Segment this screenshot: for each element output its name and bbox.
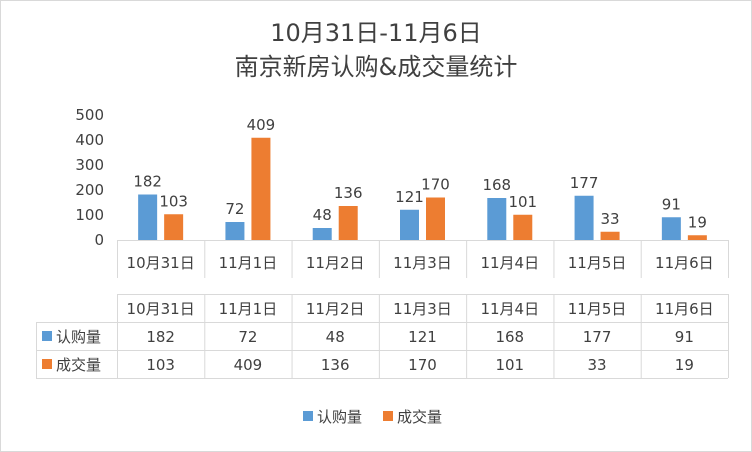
data-label-deal-0: 103	[159, 192, 188, 210]
x-tick-label-0: 10月31日	[127, 254, 195, 272]
bar-deal-3	[426, 197, 445, 240]
y-tick-label-2: 200	[75, 181, 104, 199]
table-cell-1-4: 101	[495, 356, 524, 374]
table-legend-key-0	[42, 331, 52, 341]
bar-subscription-1	[225, 222, 245, 240]
bar-deal-6	[687, 235, 707, 240]
table-header-2: 11月2日	[306, 300, 365, 318]
table-cell-0-0: 182	[146, 328, 175, 346]
table-series-label-1: 成交量	[56, 356, 101, 374]
data-label-subscription-6: 91	[662, 195, 681, 213]
x-tick-label-3: 11月3日	[393, 254, 452, 272]
y-tick-label-3: 300	[75, 156, 104, 174]
table-header-5: 11月5日	[568, 300, 627, 318]
data-label-subscription-0: 182	[133, 173, 162, 191]
data-label-subscription-3: 121	[395, 188, 424, 206]
bar-subscription-3	[400, 209, 419, 240]
table-cell-1-0: 103	[146, 356, 175, 374]
table-legend-key-1	[42, 359, 52, 369]
data-label-subscription-4: 168	[482, 176, 511, 194]
table-cell-0-2: 48	[326, 328, 345, 346]
data-label-deal-4: 101	[508, 193, 537, 211]
bar-deal-0	[164, 214, 184, 240]
x-tick-label-6: 11月6日	[655, 254, 714, 272]
y-tick-label-1: 100	[75, 206, 104, 224]
bar-deal-1	[251, 137, 271, 240]
table-header-6: 11月6日	[655, 300, 714, 318]
table-cell-0-5: 177	[583, 328, 612, 346]
table-header-4: 11月4日	[480, 300, 539, 318]
data-label-subscription-1: 72	[225, 200, 244, 218]
table-cell-1-2: 136	[321, 356, 350, 374]
data-label-subscription-2: 48	[313, 206, 332, 224]
data-label-deal-3: 170	[421, 176, 450, 194]
x-tick-label-2: 11月2日	[306, 254, 365, 272]
y-tick-label-5: 500	[75, 106, 104, 124]
table-header-1: 11月1日	[219, 300, 278, 318]
chart-title-line2: 南京新房认购&成交量统计	[234, 53, 518, 81]
legend-key-1	[383, 411, 393, 421]
table-header-0: 10月31日	[127, 300, 195, 318]
y-tick-label-4: 400	[75, 131, 104, 149]
bar-deal-4	[513, 214, 533, 240]
chart-title-line1: 10月31日-11月6日	[270, 19, 482, 47]
bar-deal-2	[338, 206, 358, 240]
data-label-subscription-5: 177	[570, 174, 599, 192]
table-cell-1-5: 33	[588, 356, 607, 374]
table-series-label-0: 认购量	[56, 328, 101, 346]
data-label-deal-5: 33	[601, 210, 620, 228]
legend-label-0: 认购量	[317, 408, 362, 426]
table-cell-1-1: 409	[234, 356, 263, 374]
bar-subscription-5	[574, 195, 594, 240]
y-tick-label-0: 0	[94, 231, 104, 249]
table-cell-1-3: 170	[408, 356, 437, 374]
table-cell-0-1: 72	[238, 328, 257, 346]
bar-subscription-4	[487, 198, 507, 240]
table-cell-0-3: 121	[408, 328, 437, 346]
table-cell-1-6: 19	[675, 356, 694, 374]
x-tick-label-5: 11月5日	[568, 254, 627, 272]
bar-subscription-0	[138, 194, 158, 240]
legend-key-0	[303, 411, 313, 421]
x-tick-label-1: 11月1日	[219, 254, 278, 272]
x-tick-label-4: 11月4日	[480, 254, 539, 272]
bar-subscription-2	[312, 228, 332, 240]
table-cell-0-4: 168	[495, 328, 524, 346]
data-label-deal-2: 136	[334, 184, 363, 202]
data-label-deal-1: 409	[247, 116, 276, 134]
data-label-deal-6: 19	[688, 213, 707, 231]
table-header-3: 11月3日	[393, 300, 452, 318]
bar-deal-5	[600, 231, 620, 240]
table-cell-0-6: 91	[675, 328, 694, 346]
legend-label-1: 成交量	[397, 408, 442, 426]
bar-subscription-6	[661, 217, 681, 240]
